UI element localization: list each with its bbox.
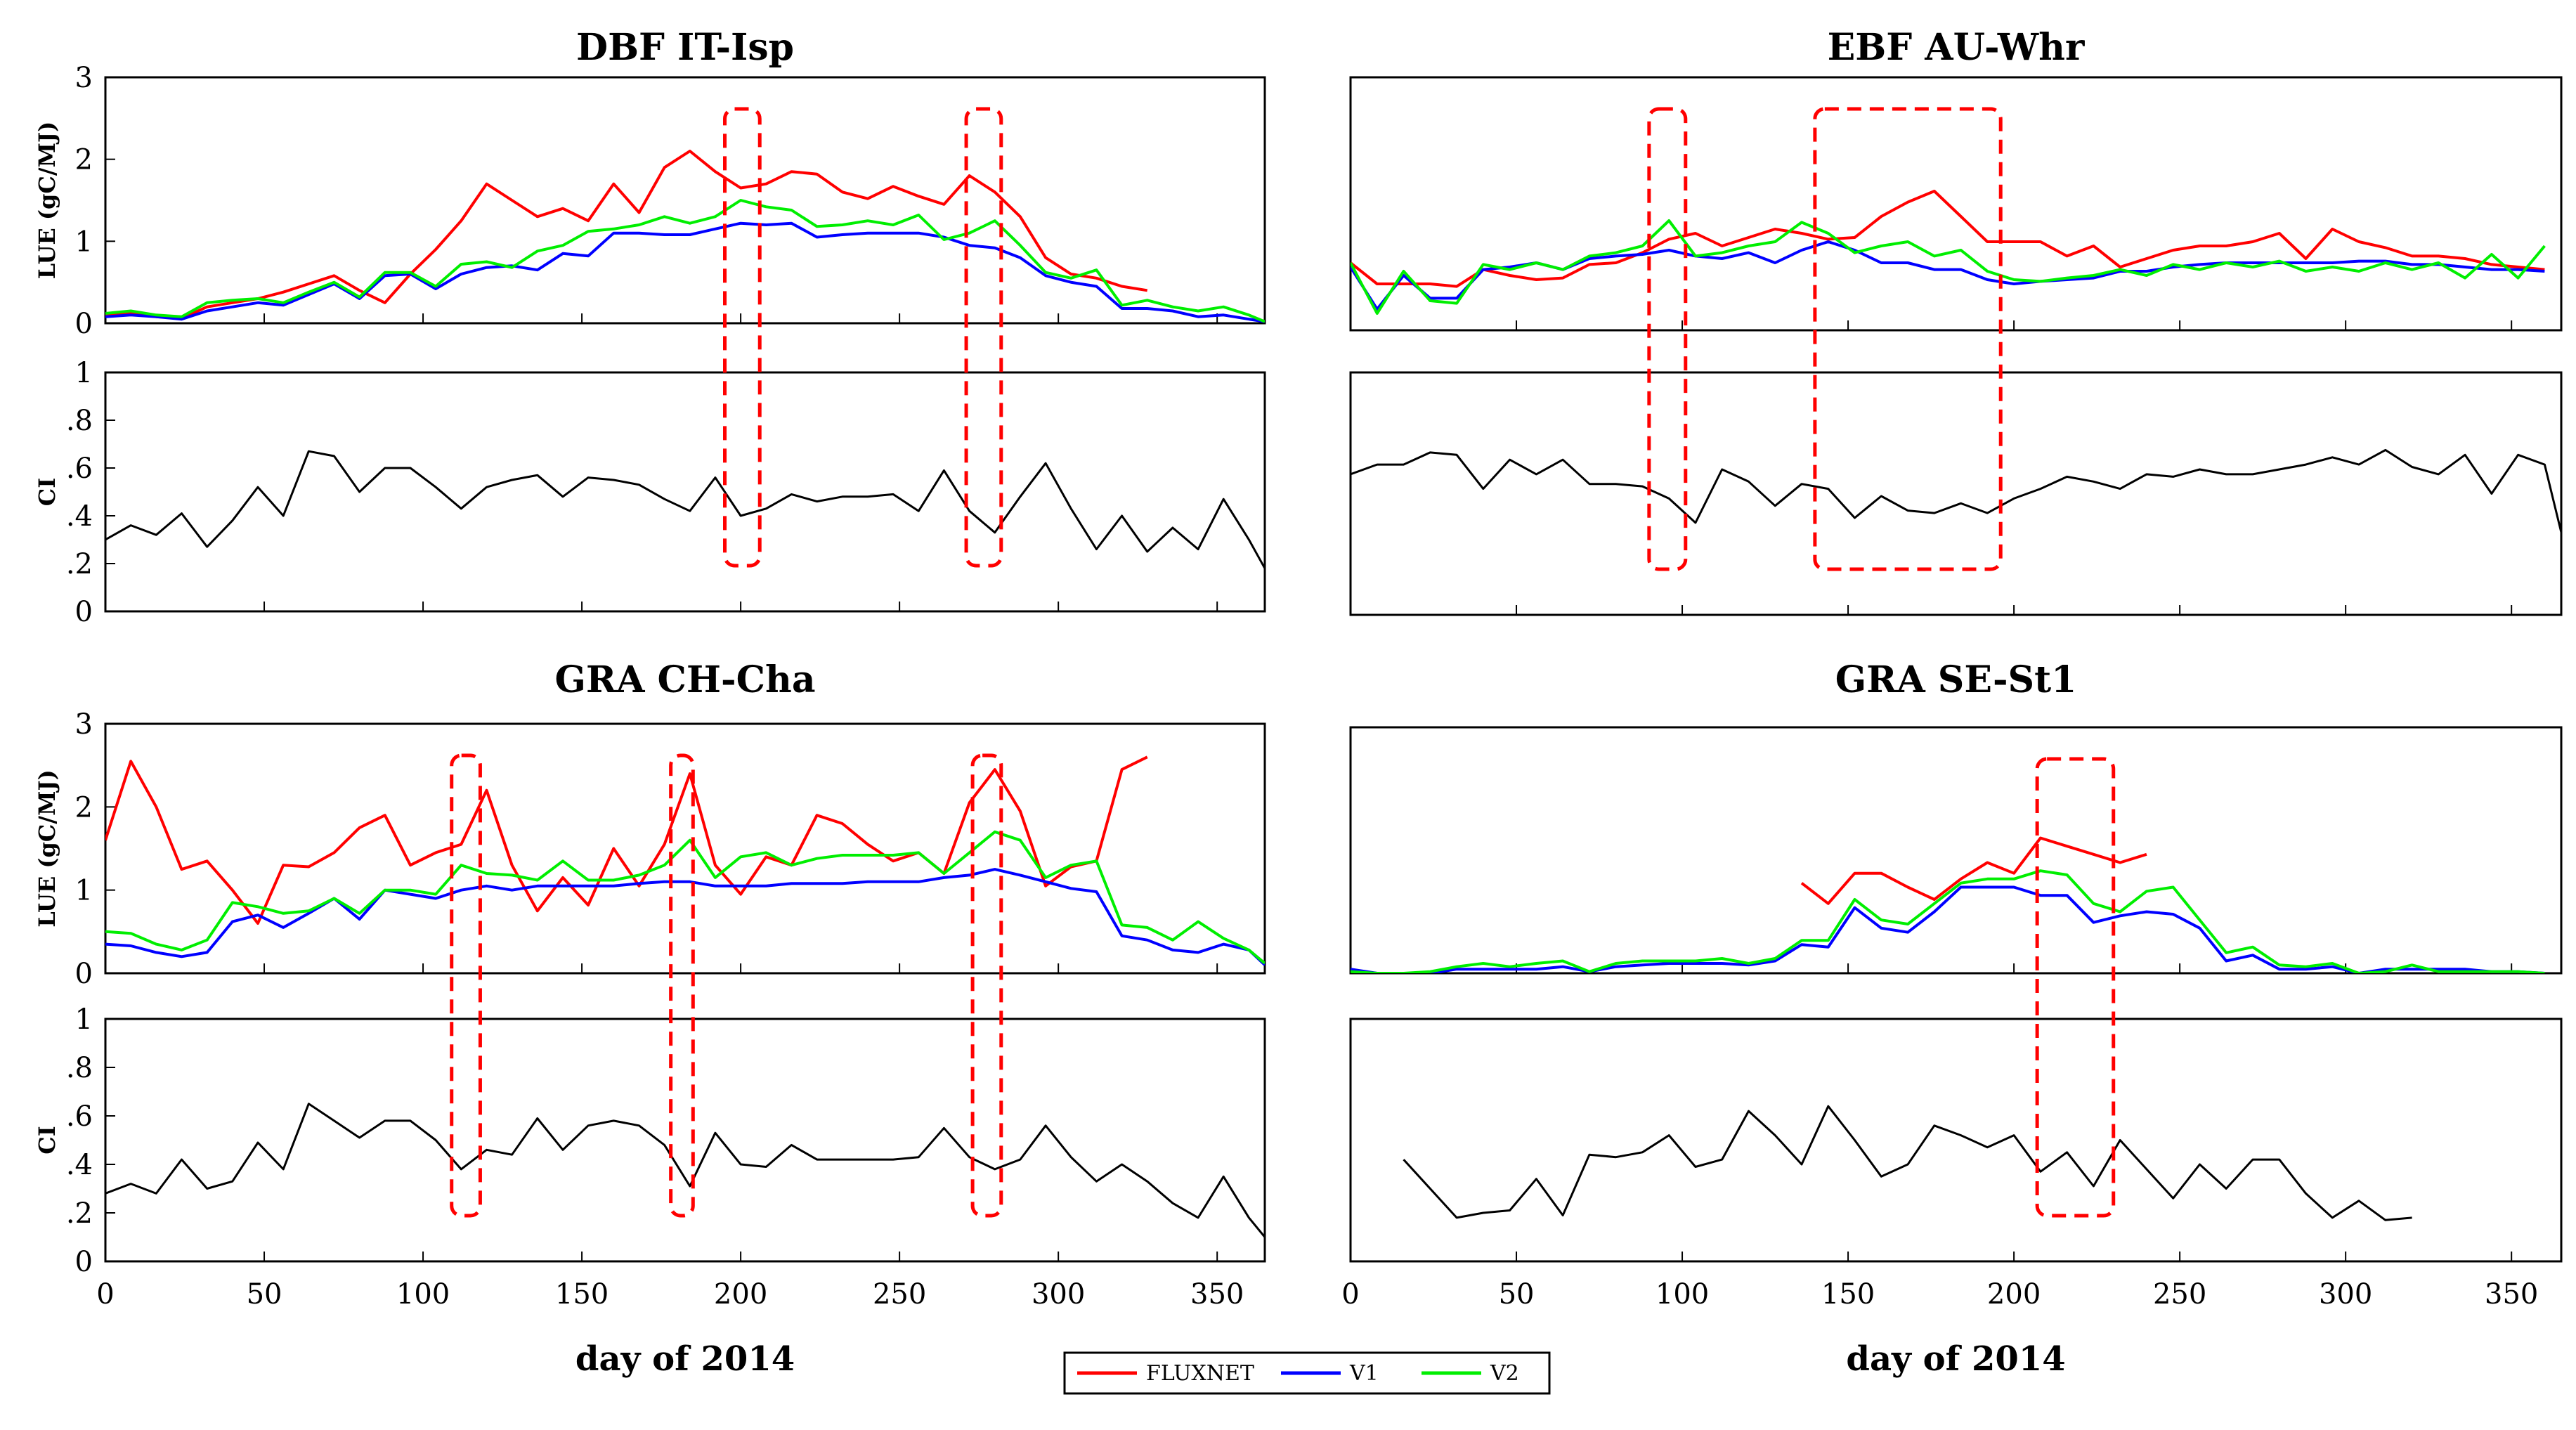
chart-3-xtick-label: 100	[396, 1278, 450, 1311]
chart-1-lue-series-v1	[105, 221, 1265, 323]
chart-3-ci-ylabel: CI	[34, 1126, 60, 1154]
chart-3-ci-ytick-label: 1	[75, 1003, 93, 1036]
chart-3-lue-series-fluxnet	[105, 755, 1148, 925]
chart-1-highlight-box	[723, 107, 762, 568]
chart-4-title: GRA SE-St1	[1835, 658, 2077, 701]
chart-3-ci-ytick-label: .4	[66, 1149, 93, 1181]
chart-4-xlabel: day of 2014	[1846, 1339, 2065, 1379]
legend-entry-fluxnet: FLUXNET	[1146, 1361, 1254, 1386]
chart-3-xtick-label: 200	[714, 1278, 767, 1311]
chart-4-lue-frame	[1349, 726, 2563, 975]
chart-1-lue-frame	[104, 76, 1266, 325]
chart-3-xtick-label: 300	[1032, 1278, 1085, 1311]
legend-entry-v1: V1	[1349, 1361, 1379, 1386]
chart-4-xtick-label: 350	[2485, 1278, 2538, 1311]
chart-1-lue-ytick-label: 2	[75, 144, 93, 176]
chart-1-ci-series-ci	[105, 450, 1265, 569]
chart-3-highlight-box	[450, 753, 482, 1218]
chart-3-lue-frame	[104, 722, 1266, 975]
chart-3-xtick-label: 250	[873, 1278, 926, 1311]
chart-3-lue-ytick-label: 3	[75, 708, 93, 741]
chart-1-title: DBF IT-Isp	[576, 26, 794, 69]
chart-2-lue-series-fluxnet	[1351, 190, 2545, 288]
legend-entry-v2: V2	[1490, 1361, 1519, 1386]
chart-1-ci-ytick-label: 1	[75, 357, 93, 389]
chart-4-ci-frame	[1349, 1018, 2563, 1263]
chart-3-lue-series-v2	[105, 830, 1265, 965]
chart-2-lue-frame	[1349, 76, 2563, 332]
chart-1-lue-series-v2	[105, 199, 1265, 323]
chart-4-xtick-label: 100	[1655, 1278, 1709, 1311]
chart-2-ci-frame	[1349, 371, 2563, 616]
chart-1-lue-ytick-label: 1	[75, 226, 93, 258]
chart-1-ci-ylabel: CI	[34, 478, 60, 506]
chart-1-ci-ytick-label: .6	[66, 453, 93, 485]
chart-3-lue-ytick-label: 1	[75, 875, 93, 907]
chart-3-ci-ytick-label: .6	[66, 1100, 93, 1133]
chart-1-lue-ylabel: LUE (gC/MJ)	[34, 122, 60, 280]
chart-1-ci-ytick-label: .2	[66, 548, 93, 580]
chart-4-ci-series-ci	[1403, 1105, 2412, 1221]
chart-2-highlight-box	[1647, 107, 1688, 571]
chart-4-xtick-label: 150	[1821, 1278, 1875, 1311]
chart-3-xtick-label: 50	[247, 1278, 282, 1311]
chart-1-lue-ytick-label: 0	[75, 308, 93, 340]
chart-4-xtick-label: 50	[1499, 1278, 1535, 1311]
chart-4-lue-series-v2	[1351, 869, 2545, 973]
chart-4-xtick-label: 250	[2153, 1278, 2206, 1311]
chart-3-highlight-box	[970, 753, 1003, 1218]
chart-3-ci-ytick-label: .2	[66, 1197, 93, 1230]
chart-3-highlight-box	[669, 753, 695, 1218]
chart-4-highlight-box	[2035, 757, 2116, 1218]
chart-4-xtick-label: 200	[1987, 1278, 2041, 1311]
chart-1-ci-ytick-label: .4	[66, 500, 93, 533]
chart-3-xtick-label: 0	[96, 1278, 114, 1311]
chart-4-xtick-label: 0	[1341, 1278, 1359, 1311]
chart-2-highlight-box	[1813, 107, 2003, 571]
chart-3-lue-series-v1	[105, 868, 1265, 966]
chart-4-xtick-label: 300	[2319, 1278, 2372, 1311]
chart-3-xtick-label: 150	[555, 1278, 609, 1311]
chart-1-lue-series-fluxnet	[105, 150, 1148, 320]
chart-3-lue-ylabel: LUE (gC/MJ)	[34, 769, 60, 928]
chart-4-lue-series-fluxnet	[1800, 836, 2147, 905]
chart-3-ci-ytick-label: 0	[75, 1246, 93, 1278]
chart-3-lue-ytick-label: 2	[75, 791, 93, 824]
chart-3-xtick-label: 350	[1190, 1278, 1244, 1311]
chart-2-lue-series-v2	[1351, 219, 2546, 315]
chart-4-lue-series-v1	[1351, 885, 2545, 973]
chart-3-ci-series-ci	[105, 1103, 1265, 1238]
chart-3-xlabel: day of 2014	[575, 1339, 795, 1379]
chart-1-highlight-box	[964, 107, 1003, 568]
chart-2-ci-series-ci	[1351, 448, 2561, 533]
chart-1-lue-ytick-label: 3	[75, 62, 93, 94]
chart-3-lue-ytick-label: 0	[75, 958, 93, 990]
chart-1-ci-frame	[104, 371, 1266, 613]
chart-2-title: EBF AU-Whr	[1828, 26, 2085, 69]
chart-1-ci-ytick-label: .8	[66, 405, 93, 437]
chart-1-ci-ytick-label: 0	[75, 596, 93, 628]
chart-3-ci-ytick-label: .8	[66, 1052, 93, 1084]
chart-3-ci-frame	[104, 1018, 1266, 1263]
chart-3-title: GRA CH-Cha	[554, 658, 815, 701]
